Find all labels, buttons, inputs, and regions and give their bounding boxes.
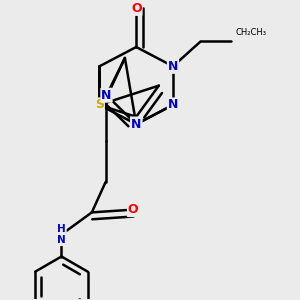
Text: CH₂CH₃: CH₂CH₃ [235,28,266,38]
Text: O: O [131,2,142,15]
Text: S: S [95,98,104,111]
Text: N: N [168,60,178,73]
Text: H
N: H N [57,224,66,245]
Text: N: N [131,118,141,131]
Text: N: N [131,118,141,131]
Text: N: N [168,98,178,111]
Text: N: N [101,89,112,102]
Text: O: O [128,203,139,216]
